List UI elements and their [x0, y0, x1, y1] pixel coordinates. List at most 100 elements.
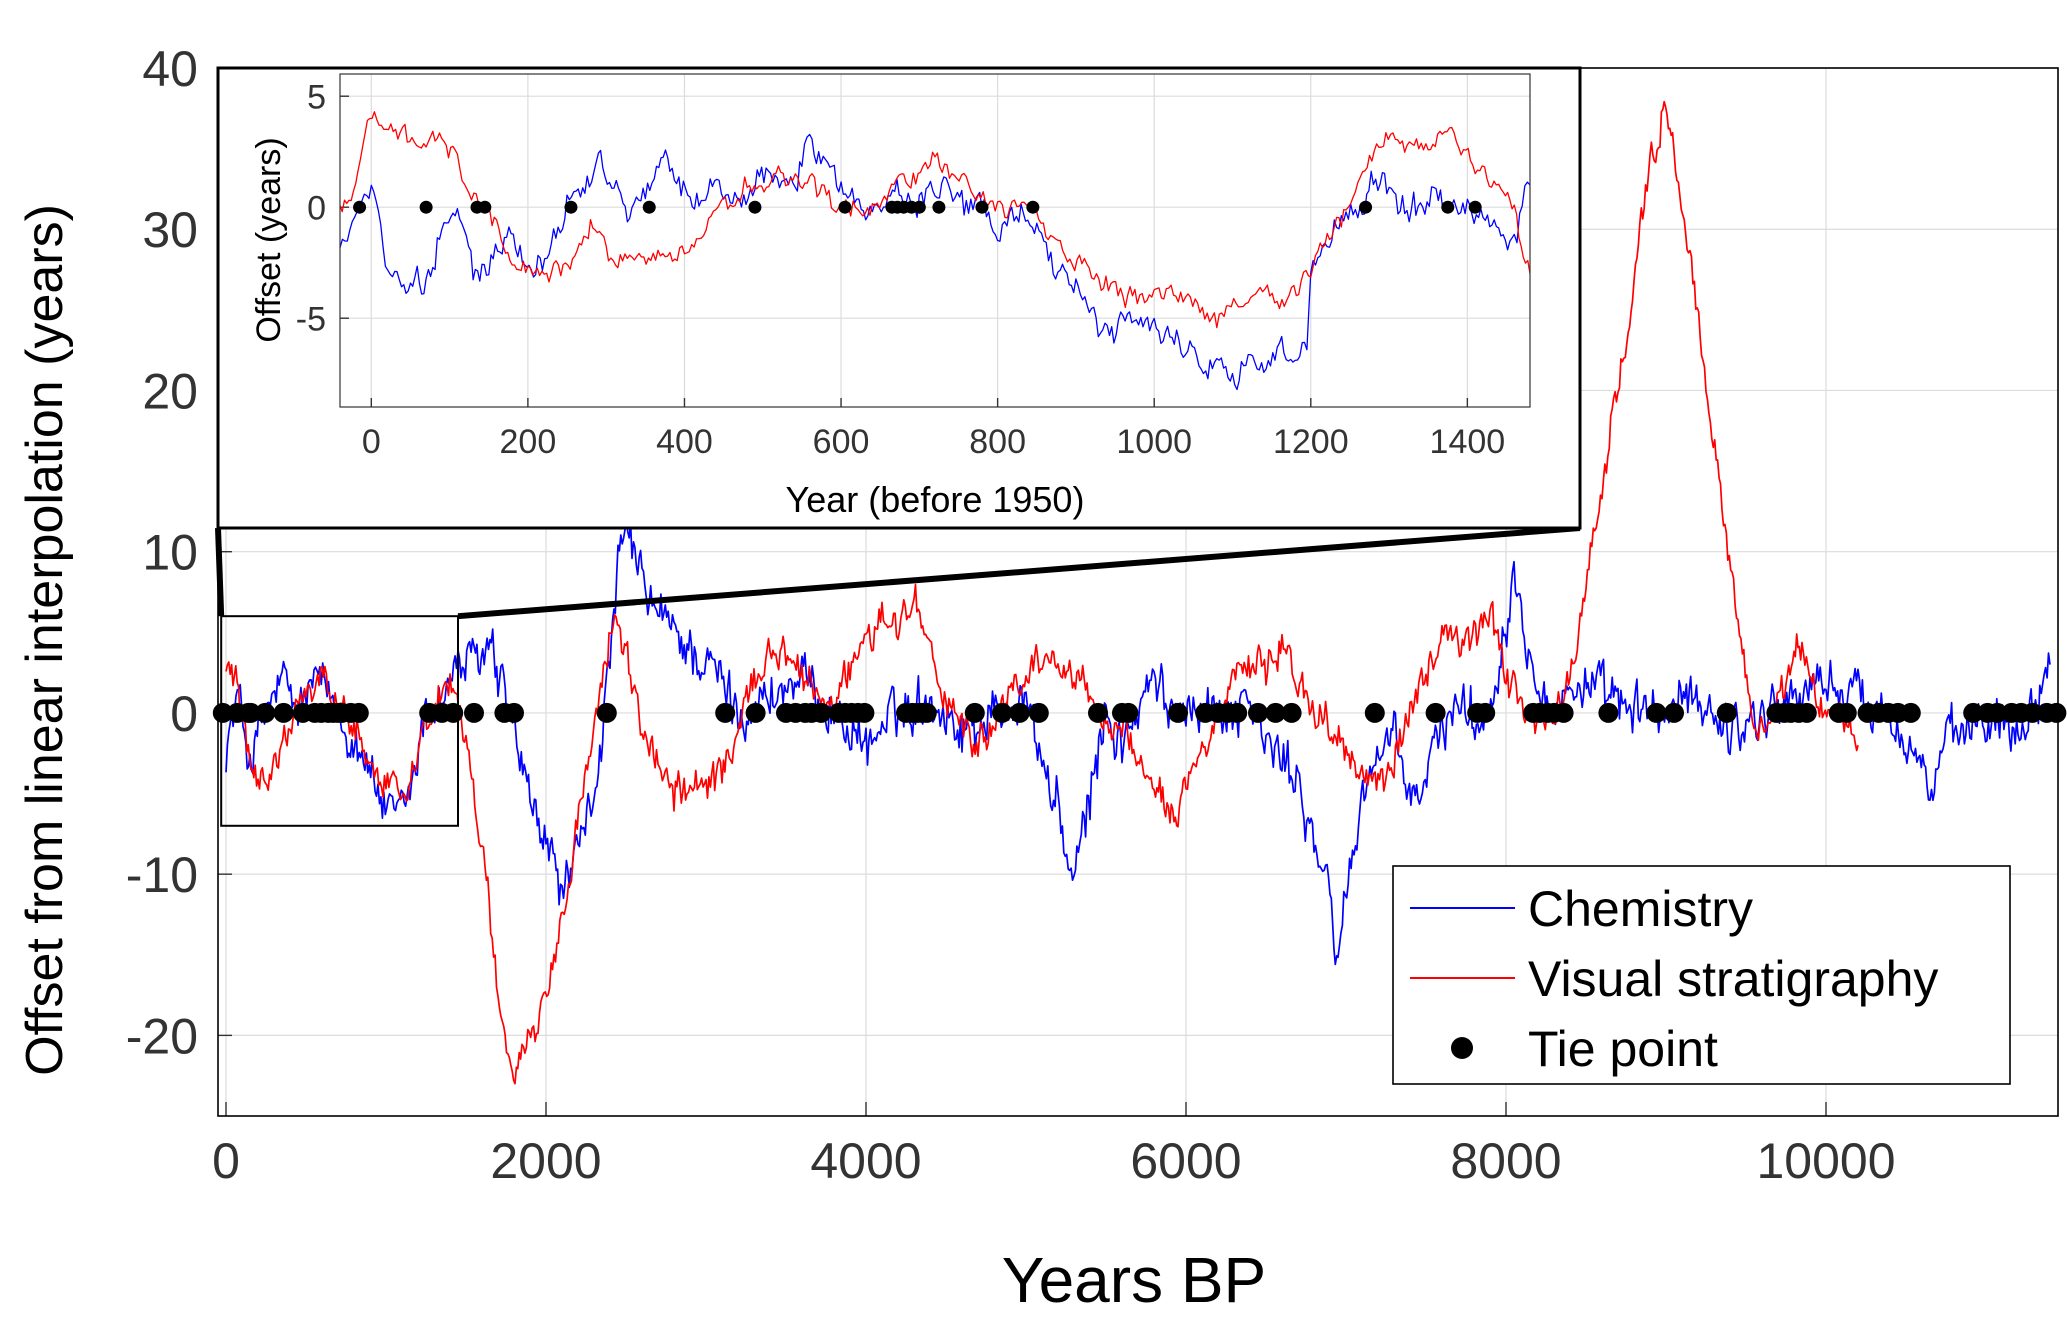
main-y-tick-labels: -20 -10 0 10 20 30 40	[126, 41, 198, 1064]
main-tie-point	[1598, 702, 1619, 723]
inset-x-tick-label: 1400	[1430, 423, 1506, 461]
main-y-tick-label: -10	[126, 847, 198, 903]
main-tie-point	[1248, 702, 1268, 723]
inset-tie-points	[353, 200, 1482, 214]
main-tie-point	[255, 702, 276, 723]
main-tie-point	[811, 702, 832, 723]
main-tie-point	[348, 702, 369, 723]
main-tie-point	[1088, 702, 1108, 723]
legend-swatch-tie-point	[1451, 1037, 1473, 1059]
main-x-tick-label: 2000	[490, 1133, 601, 1189]
main-tie-point	[992, 702, 1012, 723]
zoom-connector-left	[215, 527, 225, 617]
inset-tie-point	[353, 200, 367, 214]
legend-label-visual-stratigraphy: Visual stratigraphy	[1528, 951, 1938, 1007]
inset-y-axis-title: Offset (years)	[250, 137, 288, 342]
main-x-tick-label: 4000	[810, 1133, 921, 1189]
main-tie-point	[854, 702, 875, 723]
main-x-tick-label: 6000	[1130, 1133, 1241, 1189]
main-tie-point	[2046, 702, 2067, 723]
inset-x-tick-label: 200	[500, 423, 557, 461]
inset-x-tick-labels: 0 200 400 600 800 1000 1200 1400	[362, 423, 1505, 461]
main-x-tick-label: 10000	[1756, 1133, 1895, 1189]
main-tie-point	[1900, 702, 1921, 723]
main-tie-point	[2022, 702, 2043, 723]
main-tie-point	[964, 702, 985, 723]
main-y-tick-label: -20	[126, 1008, 198, 1064]
main-series-visual-stratigraphy	[225, 100, 1859, 1085]
inset-x-tick-label: 1200	[1273, 423, 1349, 461]
main-x-tick-label: 0	[212, 1133, 240, 1189]
inset-tie-point	[419, 200, 433, 214]
main-tie-point	[464, 702, 484, 723]
inset-tie-point	[478, 200, 492, 214]
inset-y-tick-label: 5	[307, 78, 326, 116]
legend-box	[1392, 865, 2011, 1085]
inset-tie-point	[912, 200, 926, 214]
main-x-tick-label: 8000	[1450, 1133, 1561, 1189]
main-y-tick-label: 0	[170, 686, 198, 742]
inset-y-tick-label: 0	[307, 189, 326, 227]
zoom-indicator	[215, 525, 1581, 827]
main-tie-point	[916, 702, 937, 723]
main-tie-point	[240, 702, 261, 723]
inset-y-tick-label: -5	[296, 300, 326, 338]
main-tie-point	[1118, 702, 1139, 723]
main-tie-point	[1028, 702, 1049, 723]
main-tie-point	[273, 702, 294, 723]
zoom-connector-right	[457, 525, 1581, 620]
inset-tie-point	[1441, 200, 1455, 214]
main-tie-point	[1987, 702, 2008, 723]
inset-plot-area	[340, 74, 1530, 407]
main-tie-point	[1364, 702, 1385, 723]
inset-tie-point	[975, 200, 989, 214]
main-tie-point	[1664, 702, 1684, 723]
main-series-chemistry	[225, 520, 2051, 966]
main-series-lines	[225, 100, 2051, 1085]
inset-y-tick-labels: -5 0 5	[296, 78, 326, 338]
inset-x-tick-label: 1000	[1116, 423, 1192, 461]
inset-x-tick-label: 600	[813, 423, 870, 461]
main-tie-point	[1265, 702, 1286, 723]
zoom-box	[220, 615, 459, 827]
main-y-tick-label: 30	[142, 202, 198, 258]
inset-grid	[340, 74, 1530, 407]
legend-label-tie-point: Tie point	[1528, 1021, 1718, 1077]
main-y-axis-title: Offset from linear interpolation (years)	[16, 204, 74, 1076]
main-tie-point	[1963, 702, 1984, 723]
main-x-tick-labels: 0 2000 4000 6000 8000 10000	[212, 1133, 1895, 1189]
inset-x-tick-label: 400	[656, 423, 713, 461]
main-tie-point	[1009, 702, 1030, 723]
main-tie-point	[504, 702, 524, 723]
main-y-tick-label: 20	[142, 363, 198, 419]
main-tie-point	[1836, 702, 1857, 723]
inset-panel: 0 200 400 600 800 1000 1200 1400 -5 0 5 Year (bef…	[216, 66, 1582, 530]
main-tie-point	[443, 702, 464, 723]
main-tie-point	[1716, 702, 1737, 723]
main-tie-point	[1553, 702, 1574, 723]
inset-plot-frame	[339, 73, 1531, 408]
inset-tie-point	[642, 200, 656, 214]
inset-tie-point	[1359, 200, 1373, 214]
legend: Chemistry Visual stratigraphy Tie point	[1392, 865, 2011, 1085]
main-tie-point	[1168, 702, 1188, 723]
inset-series-lines	[340, 111, 1530, 391]
main-tie-point	[1646, 702, 1667, 723]
inset-series-visual-stratigraphy	[340, 111, 1530, 329]
main-x-axis-title: Years BP	[1002, 1244, 1266, 1316]
main-tie-point	[745, 702, 766, 723]
inset-series-chemistry	[340, 133, 1530, 391]
inset-tie-point	[1026, 200, 1040, 214]
main-tie-point	[1796, 702, 1817, 723]
main-y-tick-label: 10	[142, 525, 198, 581]
inset-x-tick-label: 0	[362, 423, 381, 461]
legend-label-chemistry: Chemistry	[1528, 881, 1753, 937]
inset-tie-point	[748, 200, 762, 214]
main-y-tick-label: 40	[142, 41, 198, 97]
main-tie-point	[1475, 702, 1496, 723]
inset-tie-point	[564, 200, 578, 214]
inset-tie-point	[932, 200, 946, 214]
inset-x-tick-label: 800	[969, 423, 1026, 461]
main-tie-point	[1227, 702, 1248, 723]
